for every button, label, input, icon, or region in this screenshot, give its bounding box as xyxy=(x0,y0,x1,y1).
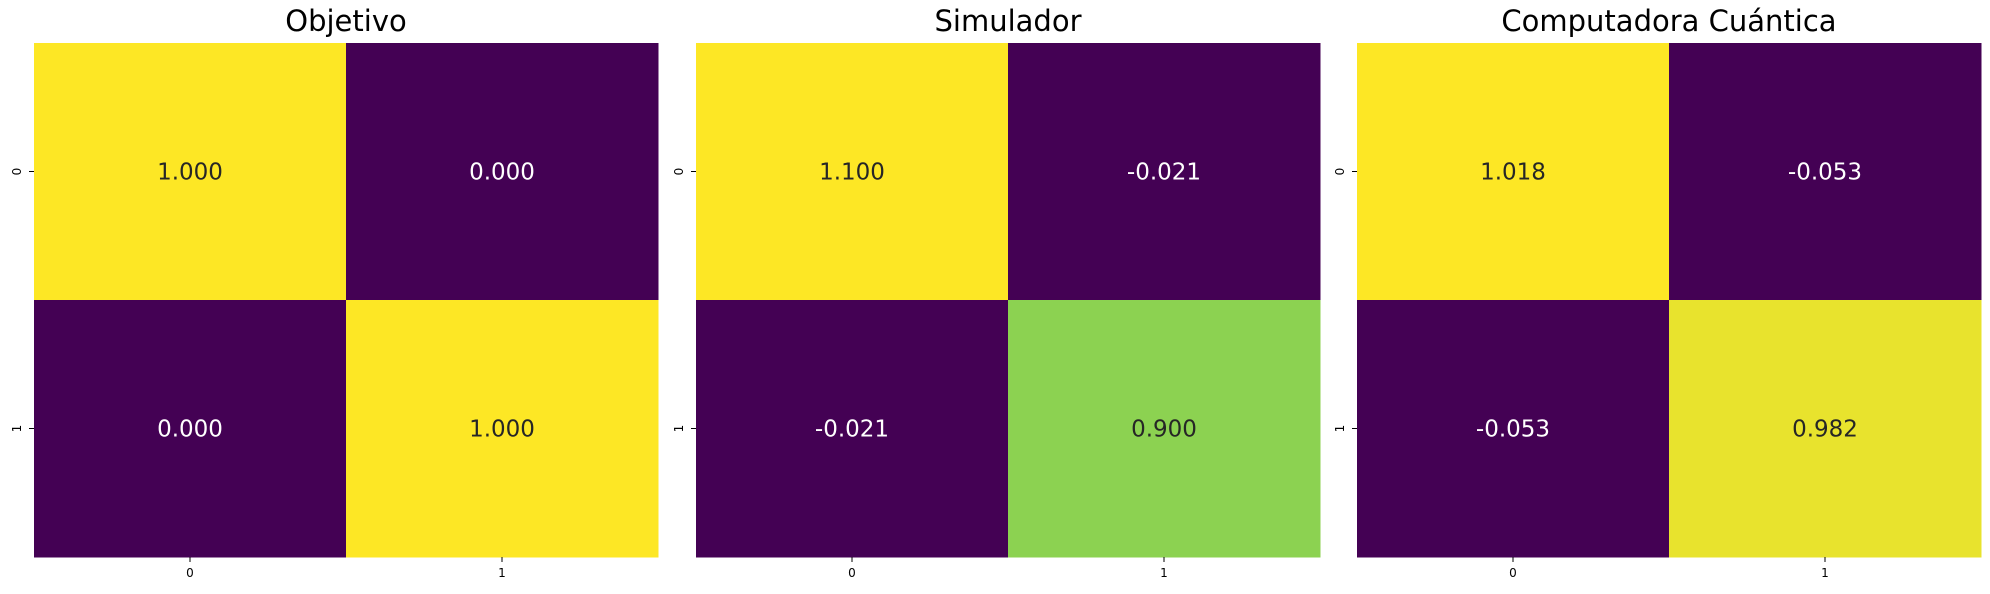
heatmap-panel-2: Computadora Cuántica 1.018 -0.053 -0.053 0.9… xyxy=(1333,4,1982,580)
heatmap-cell xyxy=(1669,300,1982,558)
heatmap-cell xyxy=(1357,43,1670,301)
x-tick-label: 1 xyxy=(1160,566,1168,580)
cell-value-label: 0.000 xyxy=(157,417,223,443)
heatmap-cell xyxy=(1008,300,1321,558)
cell-value-label: 1.018 xyxy=(1480,160,1546,186)
cell-value-label: 1.100 xyxy=(819,160,885,186)
cell-value-label: -0.053 xyxy=(1476,417,1550,443)
cell-value-label: 0.900 xyxy=(1131,417,1197,443)
x-tick-label: 0 xyxy=(848,566,856,580)
y-tick-label: 1 xyxy=(672,425,686,433)
cell-value-label: -0.053 xyxy=(1788,160,1862,186)
heatmap-cell xyxy=(1357,300,1670,558)
x-tick-label: 0 xyxy=(186,566,194,580)
y-tick-label: 1 xyxy=(1333,425,1347,433)
heatmap-cell xyxy=(696,300,1009,558)
heatmap-cell xyxy=(34,300,347,558)
panel-title: Computadora Cuántica xyxy=(1501,4,1836,38)
heatmap-panel-0: Objetivo 1.000 0.000 0.000 1.000 0 1 0 1 xyxy=(10,4,659,580)
cell-value-label: 1.000 xyxy=(157,160,223,186)
panel-title: Simulador xyxy=(935,4,1082,38)
heatmap-cell xyxy=(34,43,347,301)
y-tick-label: 0 xyxy=(1333,168,1347,176)
cell-value-label: 0.982 xyxy=(1792,417,1858,443)
panel-title: Objetivo xyxy=(285,4,406,38)
y-tick-label: 0 xyxy=(10,168,24,176)
heatmap-cell xyxy=(346,43,659,301)
cell-value-label: -0.021 xyxy=(1127,160,1201,186)
heatmap-cell xyxy=(346,300,659,558)
y-tick-label: 0 xyxy=(672,168,686,176)
cell-value-label: 1.000 xyxy=(469,417,535,443)
heatmap-cell xyxy=(696,43,1009,301)
cell-value-label: 0.000 xyxy=(469,160,535,186)
x-tick-label: 1 xyxy=(1821,566,1829,580)
heatmap-cell xyxy=(1669,43,1982,301)
x-tick-label: 1 xyxy=(498,566,506,580)
cell-value-label: -0.021 xyxy=(815,417,889,443)
heatmap-panel-1: Simulador 1.100 -0.021 -0.021 0.900 0 1 0 1 xyxy=(672,4,1321,580)
x-tick-label: 0 xyxy=(1509,566,1517,580)
y-tick-label: 1 xyxy=(10,425,24,433)
heatmap-cell xyxy=(1008,43,1321,301)
